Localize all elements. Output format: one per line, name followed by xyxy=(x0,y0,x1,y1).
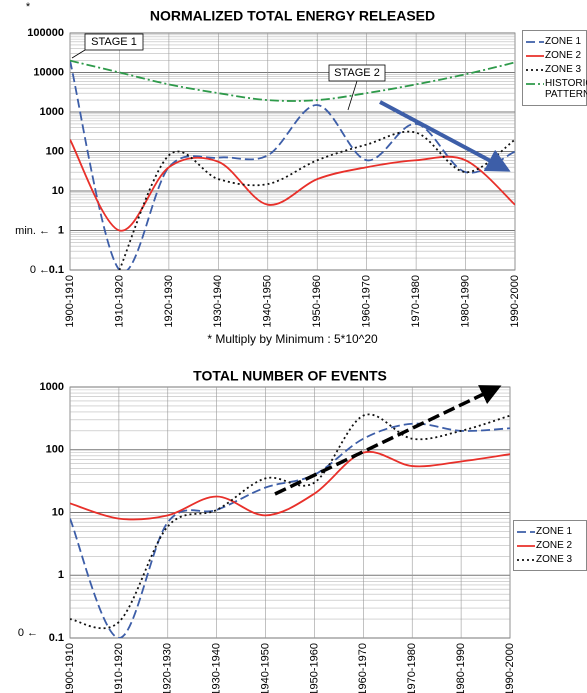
x-tick-label: 1990-2000 xyxy=(509,275,521,328)
series-line xyxy=(70,139,515,232)
legend-item: ZONE 2 xyxy=(525,50,584,61)
x-tick-label: 1970-1980 xyxy=(410,275,422,328)
x-tick-label: 1960-1970 xyxy=(357,643,369,693)
x-tick-label: 1930-1940 xyxy=(212,275,224,328)
series-line xyxy=(70,422,510,638)
y-tick-label: 10 xyxy=(52,506,64,518)
x-tick-label: 1990-2000 xyxy=(504,643,516,693)
annotation: * xyxy=(26,1,31,13)
y-tick-label: 10 xyxy=(52,185,64,197)
legend-label: ZONE 1 xyxy=(536,526,573,537)
legend-swatch xyxy=(517,545,535,547)
x-tick-label: 1910-1920 xyxy=(113,275,125,328)
x-tick-label: 1950-1960 xyxy=(308,643,320,693)
y-tick-label: 100000 xyxy=(27,27,64,39)
series-line xyxy=(118,130,515,270)
legend-swatch xyxy=(517,531,535,533)
y-tick-label: 100 xyxy=(46,145,64,157)
legend-swatch xyxy=(526,69,544,71)
legend-item: ZONE 1 xyxy=(525,36,584,47)
legend-label: ZONE 1 xyxy=(545,36,582,47)
x-tick-label: 1970-1980 xyxy=(406,643,418,693)
x-tick-label: 1960-1970 xyxy=(361,275,373,328)
x-tick-label: 1920-1930 xyxy=(162,643,174,693)
x-tick-label: 1920-1930 xyxy=(163,275,175,328)
series-line xyxy=(70,59,515,102)
legend-label: ZONE 3 xyxy=(536,554,573,565)
annotation: min. ← xyxy=(15,225,50,237)
legend-label: ZONE 2 xyxy=(545,50,582,61)
x-tick-label: 1910-1920 xyxy=(113,643,125,693)
y-tick-label: 1000 xyxy=(40,381,64,393)
y-tick-label: 1 xyxy=(58,569,64,581)
x-tick-label: 1900-1910 xyxy=(64,643,76,693)
y-tick-label: 10000 xyxy=(33,66,64,78)
y-tick-label: 1000 xyxy=(40,106,64,118)
legend: ZONE 1 ZONE 2 ZONE 3 HISTORIC PATTERN xyxy=(522,30,587,106)
y-tick-label: 1 xyxy=(58,224,64,236)
legend-label: HISTORIC PATTERN xyxy=(545,78,587,100)
chart-title: TOTAL NUMBER OF EVENTS xyxy=(193,368,387,384)
legend-swatch xyxy=(526,41,544,43)
legend-item: ZONE 1 xyxy=(516,526,584,537)
x-tick-label: 1940-1950 xyxy=(259,643,271,693)
legend-item: ZONE 3 xyxy=(516,554,584,565)
series-line xyxy=(70,60,515,270)
y-tick-label: 0.1 xyxy=(49,264,64,276)
chart-title: NORMALIZED TOTAL ENERGY RELEASED xyxy=(150,8,435,24)
y-tick-label: 0.1 xyxy=(49,632,64,644)
x-tick-label: 1930-1940 xyxy=(211,643,223,693)
x-note: * Multiply by Minimum : 5*10^20 xyxy=(207,332,378,346)
legend-label: ZONE 3 xyxy=(545,64,582,75)
series-group xyxy=(70,413,510,638)
legend-swatch xyxy=(517,559,535,561)
x-tick-label: 1900-1910 xyxy=(64,275,76,328)
x-tick-label: 1950-1960 xyxy=(311,275,323,328)
callout-pointer xyxy=(71,49,86,59)
legend-item: HISTORIC PATTERN xyxy=(525,78,587,100)
series-line xyxy=(70,413,510,630)
callout-box xyxy=(84,33,144,51)
x-tick-label: 1940-1950 xyxy=(262,275,274,328)
legend: ZONE 1 ZONE 2 ZONE 3 xyxy=(513,520,587,571)
annotation: STAGE 1 xyxy=(91,36,137,48)
annotation: 0 ← xyxy=(30,264,50,276)
series-line xyxy=(70,450,510,521)
legend-label: ZONE 2 xyxy=(536,540,573,551)
trend-arrow xyxy=(379,100,511,172)
annotation: 0 ← xyxy=(18,627,38,639)
legend-item: ZONE 3 xyxy=(525,64,584,75)
trend-arrow xyxy=(274,385,502,496)
x-tick-label: 1980-1990 xyxy=(459,275,471,328)
legend-swatch xyxy=(526,83,544,85)
annotation: STAGE 2 xyxy=(334,67,380,79)
x-tick-label: 1980-1990 xyxy=(455,643,467,693)
callout-pointer xyxy=(347,80,358,111)
series-group xyxy=(70,59,515,270)
legend-swatch xyxy=(526,55,544,57)
legend-item: ZONE 2 xyxy=(516,540,584,551)
y-tick-label: 100 xyxy=(46,444,64,456)
